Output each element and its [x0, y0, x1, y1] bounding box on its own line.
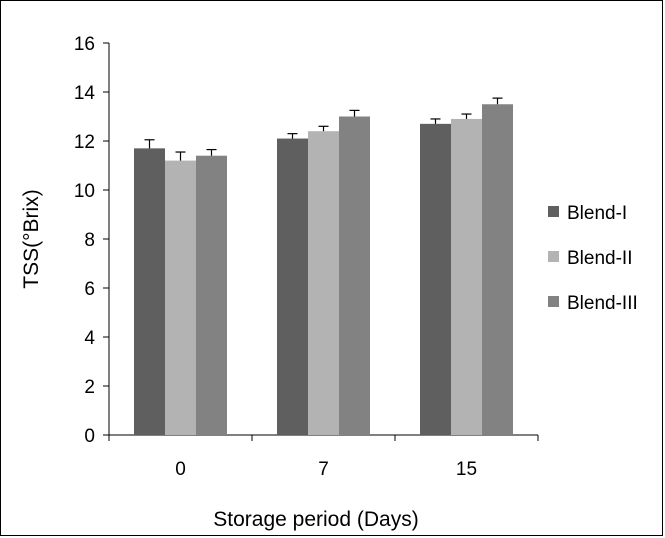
legend-label: Blend-I — [567, 203, 627, 224]
bar — [420, 123, 451, 435]
y-tick-label: 16 — [74, 34, 95, 55]
x-tick-label: 7 — [318, 459, 329, 480]
bar — [339, 116, 370, 435]
y-tick-label: 10 — [74, 181, 95, 202]
bar — [196, 155, 227, 435]
bar — [277, 138, 308, 436]
bar — [482, 104, 513, 435]
x-tick-label: 15 — [456, 459, 477, 480]
y-tick-label: 12 — [74, 132, 95, 153]
y-tick-label: 0 — [84, 426, 95, 447]
plot-area: 0 2 4 6 8 10 12 14 16 0 7 15 — [74, 34, 539, 480]
legend-swatch — [548, 296, 559, 307]
legend: Blend-I Blend-II Blend-III — [548, 203, 638, 314]
legend-swatch — [548, 206, 559, 217]
legend-label: Blend-III — [567, 293, 638, 314]
y-tick-label: 6 — [84, 279, 95, 300]
bar — [308, 131, 339, 435]
legend-swatch — [548, 251, 559, 262]
bar — [451, 118, 482, 435]
y-tick-label: 8 — [84, 230, 95, 251]
y-tick-label: 4 — [84, 328, 95, 349]
legend-label: Blend-II — [567, 248, 632, 269]
y-tick-label: 14 — [74, 83, 96, 104]
bar — [134, 148, 165, 435]
y-axis-title: TSS(°Brix) — [20, 189, 43, 288]
y-tick-label: 2 — [84, 377, 95, 398]
x-tick-label: 0 — [175, 459, 186, 480]
x-axis-title: Storage period (Days) — [213, 508, 418, 531]
bar — [165, 160, 196, 435]
